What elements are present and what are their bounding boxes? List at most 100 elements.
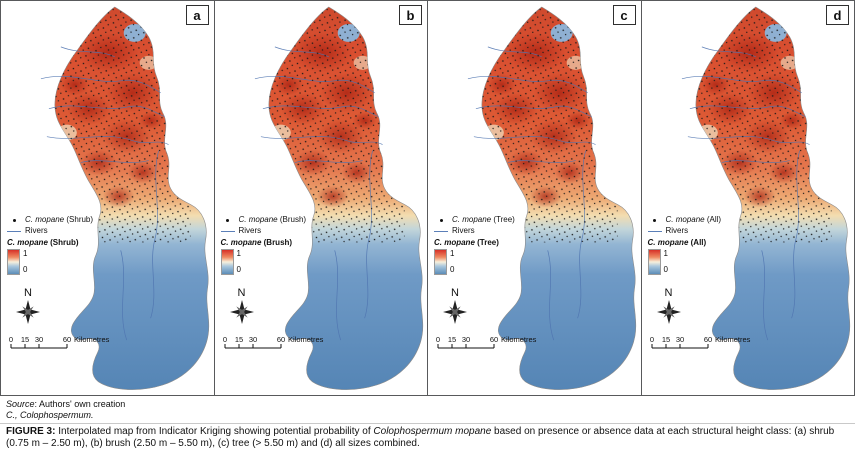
color-ramp: 1 0 (7, 249, 93, 275)
legend-ramp-title: C. mopane (Brush) (220, 238, 293, 247)
legend: C. mopane (Shrub) Rivers C. mopane (Shru… (7, 215, 93, 275)
color-ramp: 1 0 (434, 249, 515, 275)
svg-text:15: 15 (234, 335, 242, 344)
color-ramp-bar (647, 249, 661, 275)
svg-text:0: 0 (9, 335, 13, 344)
figure-notes: Source: Authors' own creation C., Coloph… (6, 399, 855, 420)
svg-text:30: 30 (675, 335, 683, 344)
point-symbol (434, 218, 448, 222)
compass-rose: N (440, 287, 470, 327)
map-panel-d: d C. mopane (All) Rivers C. mopane (All)… (641, 1, 854, 395)
legend: C. mopane (Brush) Rivers C. mopane (Brus… (220, 215, 307, 275)
svg-text:15: 15 (661, 335, 669, 344)
color-ramp: 1 0 (647, 249, 722, 275)
legend-species-label: C. mopane (All) (665, 215, 722, 224)
ramp-high-label: 1 (450, 249, 455, 258)
panel-letter: c (612, 5, 636, 25)
legend-points-row: C. mopane (Tree) (434, 215, 515, 225)
svg-text:30: 30 (248, 335, 256, 344)
compass-star-icon (229, 300, 254, 324)
scale-bar: 0 15 30 60 Kilometres (434, 335, 564, 358)
svg-text:60: 60 (490, 335, 498, 344)
svg-text:30: 30 (462, 335, 470, 344)
north-label: N (237, 287, 246, 299)
legend-rivers-label: Rivers (665, 226, 689, 235)
color-ramp-labels: 1 0 (450, 249, 454, 275)
svg-text:0: 0 (436, 335, 440, 344)
map-graphic (468, 5, 636, 390)
legend-ramp-title: C. mopane (Shrub) (7, 238, 79, 247)
caption-divider (0, 423, 855, 424)
legend-rivers-label: Rivers (452, 226, 475, 235)
legend-ramp-title: C. mopane (All) (647, 238, 707, 247)
legend-rivers-row: Rivers (434, 226, 515, 236)
color-ramp-bar (220, 249, 234, 275)
legend-points-row: C. mopane (All) (648, 215, 722, 225)
compass-star-icon (656, 300, 681, 324)
color-ramp-labels: 1 0 (237, 249, 241, 275)
map-panels: a C. mopane (Shrub) Rivers C. mopane (Sh… (0, 0, 855, 396)
legend-rivers-row: Rivers (647, 226, 722, 236)
svg-text:60: 60 (63, 335, 71, 344)
legend-rivers-row: Rivers (220, 226, 307, 236)
source-note: Source: Authors' own creation (6, 399, 126, 409)
legend: C. mopane (Tree) Rivers C. mopane (Tree)… (434, 215, 515, 275)
compass-rose: N (227, 287, 257, 327)
caption-species: Colophospermum mopane (373, 426, 492, 437)
color-ramp: 1 0 (220, 249, 307, 275)
north-label: N (24, 287, 32, 299)
color-ramp-labels: 1 0 (664, 249, 668, 275)
river-symbol (647, 230, 662, 232)
legend-species-label: C. mopane (Shrub) (25, 215, 94, 224)
map-graphic (41, 5, 209, 390)
north-label: N (664, 287, 673, 299)
river-symbol (7, 230, 21, 232)
svg-text:0: 0 (649, 335, 653, 344)
legend: C. mopane (All) Rivers C. mopane (All) 1… (647, 215, 722, 275)
panel-letter: d (826, 5, 849, 25)
scale-bar: 0 15 30 60 Kilometres (221, 335, 351, 358)
panel-letter: a (185, 5, 209, 25)
ramp-low-label: 0 (450, 265, 455, 274)
map-panel-b: b C. mopane (Brush) Rivers C. mopane (Br… (214, 1, 428, 395)
color-ramp-bar (7, 249, 20, 275)
map-panel-c: c C. mopane (Tree) Rivers C. mopane (Tre… (428, 1, 642, 395)
legend-rivers-label: Rivers (238, 226, 262, 235)
color-ramp-bar (434, 249, 447, 275)
map-graphic (681, 5, 849, 390)
ramp-high-label: 1 (236, 249, 241, 258)
compass-rose: N (654, 287, 684, 327)
svg-text:30: 30 (35, 335, 43, 344)
ramp-low-label: 0 (663, 265, 668, 274)
legend-rivers-label: Rivers (25, 226, 48, 235)
ramp-high-label: 1 (23, 249, 28, 258)
svg-text:Kilometres: Kilometres (288, 335, 324, 344)
svg-text:0: 0 (222, 335, 226, 344)
color-ramp-labels: 1 0 (23, 249, 27, 275)
legend-species-label: C. mopane (Tree) (452, 215, 515, 224)
caption-text-1: Interpolated map from Indicator Kriging … (55, 426, 374, 437)
legend-rivers-row: Rivers (7, 226, 93, 236)
scale-bar: 0 15 30 60 Kilometres (7, 335, 137, 358)
svg-text:Kilometres: Kilometres (501, 335, 537, 344)
point-symbol (7, 218, 21, 222)
abbreviation-note: C., Colophospermum. (6, 409, 94, 420)
north-label: N (451, 287, 459, 299)
figure-caption: FIGURE 3: Interpolated map from Indicato… (6, 426, 849, 450)
point-symbol (648, 218, 662, 222)
svg-text:15: 15 (21, 335, 29, 344)
compass-star-icon (16, 300, 40, 324)
legend-species-label: C. mopane (Brush) (238, 215, 307, 224)
compass-star-icon (443, 300, 467, 324)
ramp-low-label: 0 (236, 265, 241, 274)
svg-text:15: 15 (448, 335, 456, 344)
svg-text:60: 60 (703, 335, 711, 344)
map-graphic (254, 5, 422, 390)
ramp-high-label: 1 (663, 249, 668, 258)
river-symbol (434, 230, 448, 232)
scale-bar: 0 15 30 60 Kilometres (648, 335, 778, 358)
compass-rose: N (13, 287, 43, 327)
panel-letter: b (399, 5, 422, 25)
map-panel-a: a C. mopane (Shrub) Rivers C. mopane (Sh… (1, 1, 215, 395)
